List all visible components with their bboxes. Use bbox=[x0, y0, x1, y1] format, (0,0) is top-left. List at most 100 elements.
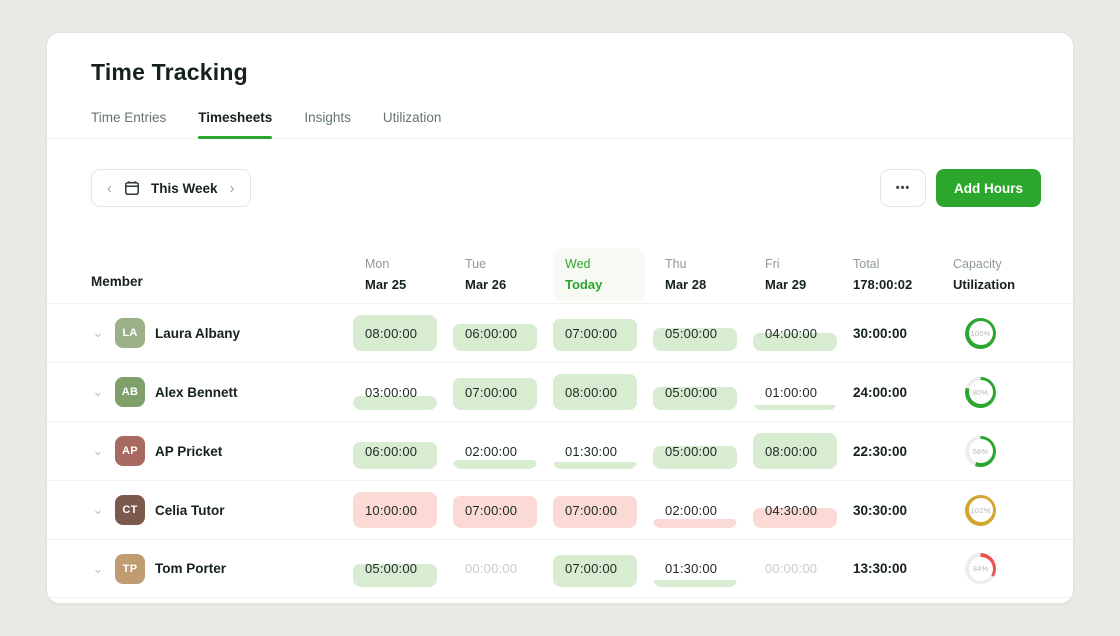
time-cell[interactable]: 07:00:00 bbox=[553, 551, 637, 587]
utilization-percent: 80% bbox=[968, 380, 993, 404]
cell-hours: 08:00:00 bbox=[365, 325, 418, 341]
more-options-button[interactable]: ••• bbox=[880, 169, 926, 207]
time-cell[interactable]: 05:00:00 bbox=[653, 315, 737, 351]
chevron-left-icon[interactable]: ‹ bbox=[107, 179, 112, 197]
utilization-ring: 100% bbox=[965, 317, 996, 349]
cell-hours: 05:00:00 bbox=[665, 325, 718, 341]
cell-fill-bar bbox=[553, 462, 637, 469]
time-cell[interactable]: 01:30:00 bbox=[553, 433, 637, 469]
time-cell[interactable]: 05:00:00 bbox=[653, 433, 737, 469]
capacity-cell: 102% bbox=[953, 494, 1043, 526]
cell-fill-bar bbox=[553, 554, 637, 587]
week-navigator[interactable]: ‹ This Week › bbox=[91, 169, 251, 207]
day-name: Fri bbox=[765, 257, 780, 271]
chevron-down-icon[interactable]: ⌄ bbox=[92, 502, 104, 517]
time-cell-wrap: 06:00:00 bbox=[353, 433, 453, 469]
time-cell-wrap: 01:30:00 bbox=[653, 551, 753, 587]
table-row: ⌄ TP Tom Porter 05:00:00 00:00:00 07:00:00 01:… bbox=[47, 539, 1073, 598]
time-cell[interactable]: 04:00:00 bbox=[753, 315, 837, 351]
table-header: Member Mon Mar 25 Tue Mar 26 Wed Today T… bbox=[47, 245, 1073, 303]
utilization-ring: 34% bbox=[965, 553, 996, 584]
total-value: 178:00:02 bbox=[853, 277, 913, 292]
time-cell[interactable]: 08:00:00 bbox=[553, 374, 637, 410]
utilization-percent: 34% bbox=[968, 556, 993, 581]
add-hours-button[interactable]: Add Hours bbox=[936, 169, 1041, 207]
cell-fill-bar bbox=[553, 496, 637, 528]
member-cell: ⌄ CT Celia Tutor bbox=[91, 495, 353, 525]
time-cell[interactable]: 01:30:00 bbox=[653, 551, 737, 587]
cell-fill-bar bbox=[353, 492, 437, 528]
day-date: Mar 29 bbox=[765, 277, 807, 292]
cell-fill-bar bbox=[353, 315, 437, 351]
calendar-icon bbox=[124, 180, 140, 196]
time-cell-wrap: 07:00:00 bbox=[553, 492, 653, 528]
time-cell[interactable]: 08:00:00 bbox=[753, 433, 837, 469]
cell-fill-bar bbox=[753, 405, 837, 410]
time-cell[interactable]: 07:00:00 bbox=[553, 315, 637, 351]
time-cell[interactable]: 07:00:00 bbox=[453, 374, 537, 410]
total-label: Total bbox=[853, 257, 880, 271]
time-cell-wrap: 06:00:00 bbox=[453, 315, 553, 351]
time-cell[interactable]: 05:00:00 bbox=[653, 374, 737, 410]
cell-fill-bar bbox=[553, 319, 637, 351]
time-cell-wrap: 04:30:00 bbox=[753, 492, 853, 528]
capacity-cell: 34% bbox=[953, 553, 1043, 584]
time-cell-wrap: 05:00:00 bbox=[653, 433, 753, 469]
day-date: Mar 28 bbox=[665, 277, 707, 292]
cell-hours: 01:30:00 bbox=[665, 561, 718, 576]
chevron-right-icon[interactable]: › bbox=[229, 179, 235, 197]
cell-hours: 03:00:00 bbox=[365, 384, 418, 400]
row-total: 24:00:00 bbox=[853, 384, 908, 400]
cell-hours: 08:00:00 bbox=[565, 384, 618, 400]
time-cell[interactable]: 06:00:00 bbox=[453, 315, 537, 351]
week-label: This Week bbox=[151, 180, 218, 196]
time-cell[interactable]: 00:00:00 bbox=[453, 551, 537, 587]
cell-fill-bar bbox=[753, 433, 837, 469]
tab-insights[interactable]: Insights bbox=[304, 110, 351, 125]
time-cell-wrap: 02:00:00 bbox=[453, 433, 553, 469]
time-cell[interactable]: 08:00:00 bbox=[353, 315, 437, 351]
cell-hours: 05:00:00 bbox=[665, 384, 718, 400]
member-cell: ⌄ LA Laura Albany bbox=[91, 318, 353, 348]
time-cell[interactable]: 04:30:00 bbox=[753, 492, 837, 528]
time-cell[interactable]: 00:00:00 bbox=[753, 551, 837, 587]
time-cell[interactable]: 07:00:00 bbox=[453, 492, 537, 528]
time-cell[interactable]: 05:00:00 bbox=[353, 551, 437, 587]
day-name: Tue bbox=[465, 257, 487, 271]
cell-hours: 10:00:00 bbox=[365, 502, 418, 518]
time-cell[interactable]: 03:00:00 bbox=[353, 374, 437, 410]
cell-hours: 07:00:00 bbox=[565, 325, 618, 341]
time-cell[interactable]: 10:00:00 bbox=[353, 492, 437, 528]
utilization-ring: 102% bbox=[965, 494, 996, 526]
time-cell[interactable]: 07:00:00 bbox=[553, 492, 637, 528]
time-cell[interactable]: 02:00:00 bbox=[653, 492, 737, 528]
member-name: AP Pricket bbox=[155, 443, 223, 459]
cell-hours: 00:00:00 bbox=[765, 561, 818, 576]
time-cell[interactable]: 06:00:00 bbox=[353, 433, 437, 469]
cell-hours: 04:00:00 bbox=[765, 325, 818, 341]
cell-fill-bar bbox=[453, 378, 537, 410]
member-cell: ⌄ TP Tom Porter bbox=[91, 553, 353, 584]
member-name: Celia Tutor bbox=[155, 502, 225, 518]
time-cell[interactable]: 02:00:00 bbox=[453, 433, 537, 469]
member-cell: ⌄ AB Alex Bennett bbox=[91, 377, 353, 407]
cell-hours: 07:00:00 bbox=[465, 384, 518, 400]
table-row: ⌄ CT Celia Tutor 10:00:00 07:00:00 07:00:00 02… bbox=[47, 480, 1073, 539]
cell-fill-bar bbox=[453, 324, 537, 351]
cell-fill-bar bbox=[553, 374, 637, 410]
time-cell-wrap: 00:00:00 bbox=[453, 551, 553, 587]
chevron-down-icon[interactable]: ⌄ bbox=[92, 443, 104, 458]
utilization-percent: 56% bbox=[968, 439, 993, 463]
tab-timesheets[interactable]: Timesheets bbox=[198, 110, 273, 139]
chevron-down-icon[interactable]: ⌄ bbox=[92, 384, 104, 399]
tab-utilization[interactable]: Utilization bbox=[382, 110, 442, 125]
tab-time-entries[interactable]: Time Entries bbox=[91, 110, 167, 125]
time-cell[interactable]: 01:00:00 bbox=[753, 374, 837, 410]
chevron-down-icon[interactable]: ⌄ bbox=[92, 325, 104, 340]
time-cell-wrap: 05:00:00 bbox=[353, 551, 453, 587]
utilization-ring: 80% bbox=[965, 376, 996, 408]
day-name: Thu bbox=[665, 257, 687, 271]
capacity-cell: 56% bbox=[953, 435, 1043, 467]
chevron-down-icon[interactable]: ⌄ bbox=[92, 560, 104, 576]
time-cell-wrap: 08:00:00 bbox=[753, 433, 853, 469]
